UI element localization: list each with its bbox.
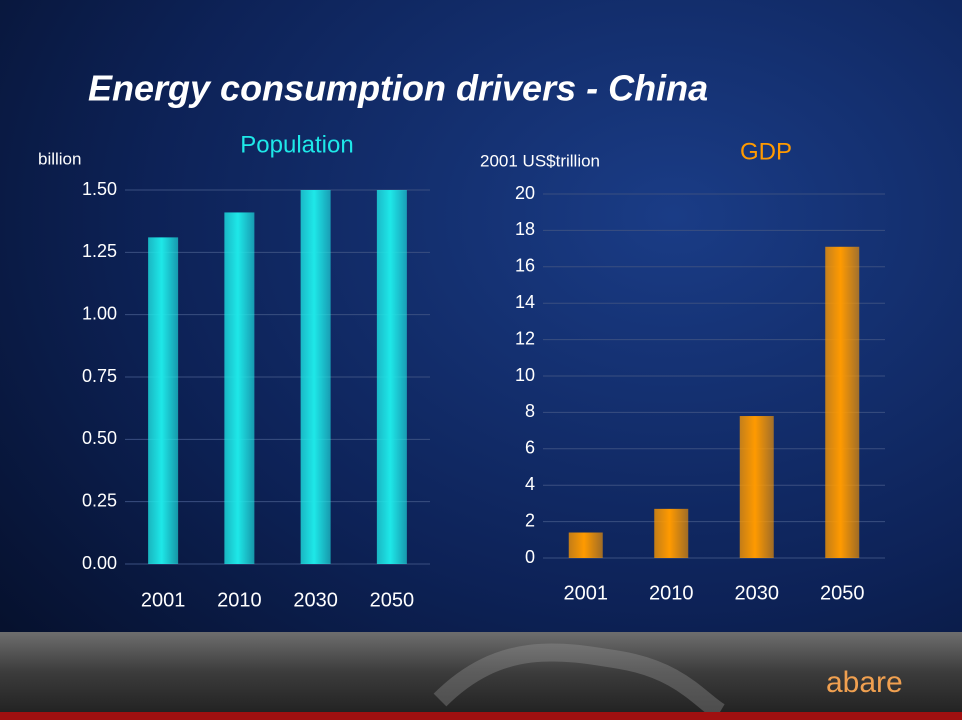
bar <box>825 246 860 558</box>
y-tick-label: 10 <box>515 365 535 385</box>
y-tick-label: 16 <box>515 256 535 276</box>
bar <box>654 508 689 558</box>
x-tick-label: 2050 <box>820 582 865 604</box>
y-tick-label: 1.25 <box>82 241 117 261</box>
chart-title: GDP <box>740 138 792 165</box>
x-tick-label: 2001 <box>564 582 609 604</box>
y-tick-label: 18 <box>515 219 535 239</box>
x-tick-label: 2001 <box>141 589 186 611</box>
footer-stripe <box>0 712 962 720</box>
y-tick-label: 0.50 <box>82 428 117 448</box>
y-axis-label: billion <box>38 149 81 168</box>
y-tick-label: 1.00 <box>82 303 117 323</box>
bar <box>376 190 407 564</box>
bar <box>300 190 331 564</box>
y-tick-label: 0.25 <box>82 490 117 510</box>
y-tick-label: 1.50 <box>82 179 117 199</box>
y-tick-label: 4 <box>525 474 535 494</box>
x-tick-label: 2030 <box>735 582 780 604</box>
y-tick-label: 14 <box>515 292 535 312</box>
y-tick-label: 6 <box>525 438 535 458</box>
footer-decoration <box>433 643 725 720</box>
chart-title: Population <box>240 131 353 158</box>
y-tick-label: 8 <box>525 401 535 421</box>
bar <box>148 237 179 564</box>
y-tick-label: 2 <box>525 510 535 530</box>
y-tick-label: 0 <box>525 547 535 567</box>
x-tick-label: 2010 <box>649 582 694 604</box>
x-tick-label: 2010 <box>217 589 262 611</box>
y-tick-label: 0.75 <box>82 366 117 386</box>
y-tick-label: 20 <box>515 183 535 203</box>
footer-band <box>0 632 962 712</box>
x-tick-label: 2030 <box>293 589 338 611</box>
y-tick-label: 12 <box>515 328 535 348</box>
y-axis-label: 2001 US$trillion <box>480 151 600 170</box>
bar <box>224 212 255 564</box>
bar <box>568 532 603 558</box>
logo: abare <box>826 666 903 699</box>
bar <box>739 416 774 558</box>
x-tick-label: 2050 <box>370 589 415 611</box>
y-tick-label: 0.00 <box>82 553 117 573</box>
slide-title: Energy consumption drivers - China <box>88 68 708 109</box>
